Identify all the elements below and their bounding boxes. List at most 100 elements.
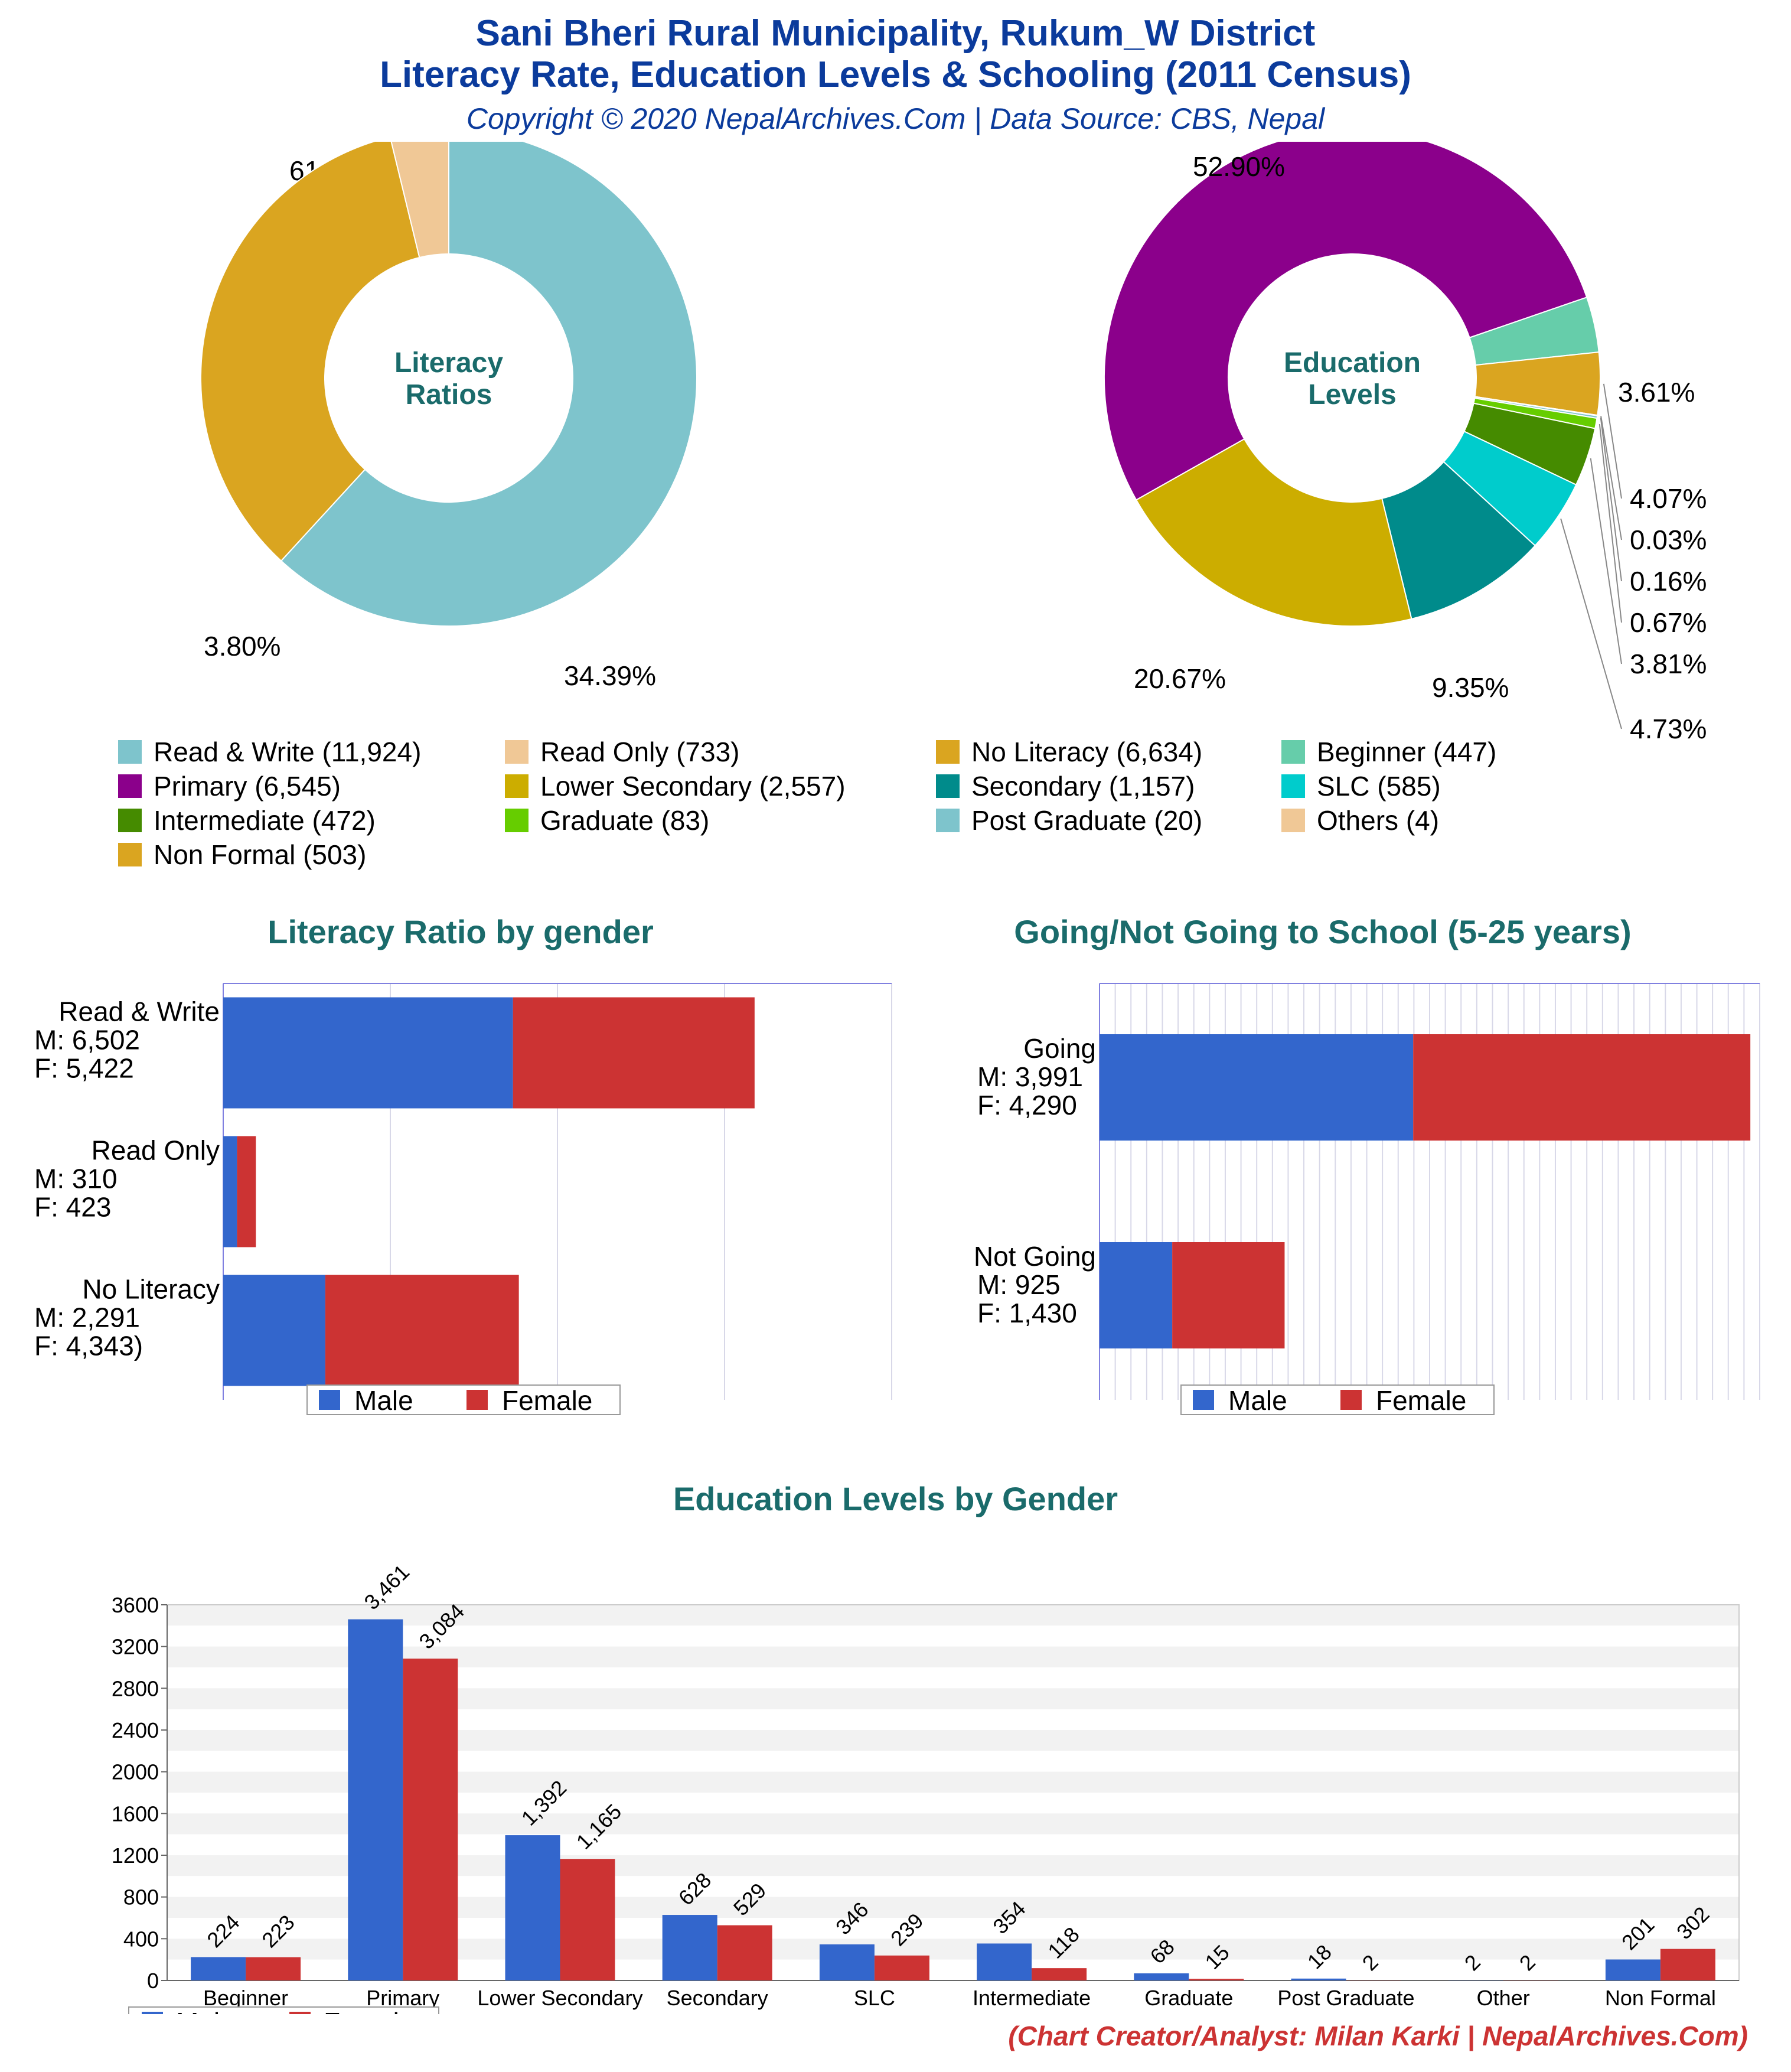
bar-male-secondary <box>662 1915 717 1980</box>
slice-read-only <box>390 142 449 259</box>
center-label: Levels <box>1308 379 1396 411</box>
legend-item: Secondary (1,157) <box>936 770 1195 803</box>
legend-swatch-male <box>1193 1390 1214 1410</box>
legend-swatch <box>118 809 142 832</box>
bar-male-read-only <box>223 1136 237 1247</box>
bar-male-no-literacy <box>223 1275 325 1386</box>
legend-item: Beginner (447) <box>1281 735 1496 768</box>
bar-female-read-only <box>237 1136 256 1247</box>
legend-label: Graduate (83) <box>540 805 710 836</box>
x-tick-label: SLC <box>854 1986 895 2010</box>
bar-female-graduate <box>1189 1979 1244 1980</box>
bar-female-lower-secondary <box>560 1859 615 1980</box>
pct-label-secondary: 9.35% <box>1432 672 1509 703</box>
category-label: Not Going <box>974 1241 1096 1272</box>
center-label: Ratios <box>406 379 492 411</box>
category-label: F: 1,430 <box>977 1298 1077 1328</box>
bar-female-not-going <box>1172 1242 1285 1348</box>
legend-swatch <box>505 740 529 764</box>
y-tick-label: 2000 <box>112 1760 159 1784</box>
background-band <box>167 1605 1739 1626</box>
bar-male-non-formal <box>1605 1959 1660 1980</box>
bar-male-lower-secondary <box>505 1835 560 1980</box>
category-label: Read Only <box>92 1135 220 1166</box>
page-title-line2: Literacy Rate, Education Levels & School… <box>380 54 1411 95</box>
leader-line-post-graduate <box>1600 417 1622 582</box>
bar-legend: Male Female <box>1180 1384 1495 1416</box>
pct-label-post-graduate: 0.16% <box>1630 566 1707 597</box>
legend-label: Post Graduate (20) <box>971 805 1203 836</box>
bar-male-not-going <box>1100 1242 1173 1348</box>
x-tick-label: Intermediate <box>973 1986 1091 2010</box>
category-label: F: 4,290 <box>977 1090 1077 1120</box>
x-tick-label: Lower Secondary <box>477 1986 642 2010</box>
bar-legend: Male Female <box>306 1384 621 1416</box>
bar-female-non-formal <box>1660 1949 1715 1980</box>
legend-label: Read Only (733) <box>540 737 740 767</box>
pct-label-others: 0.03% <box>1630 524 1707 555</box>
legend-swatch <box>936 740 960 764</box>
legend-swatch-male <box>142 2012 163 2014</box>
pie-legend: Read & Write (11,924) Read Only (733) No L… <box>118 735 1712 877</box>
slice-lower-secondary <box>1135 438 1412 627</box>
legend-item: Non Formal (503) <box>118 838 366 871</box>
legend-label: Intermediate (472) <box>154 805 376 836</box>
legend-swatch-female <box>466 1390 488 1410</box>
legend-label-female: Female <box>1376 1385 1466 1416</box>
x-tick-label: Primary <box>366 1986 439 2010</box>
x-tick-label: Secondary <box>667 1986 768 2010</box>
legend-label-female: Female <box>324 2007 414 2014</box>
legend-label: Non Formal (503) <box>154 839 367 870</box>
education-by-gender-title: Education Levels by Gender <box>673 1480 1118 1517</box>
category-label: M: 925 <box>977 1269 1061 1300</box>
background-band <box>167 1625 1739 1647</box>
leader-line-slc <box>1560 518 1622 729</box>
slice-no-literacy <box>200 142 420 562</box>
legend-item: Graduate (83) <box>505 804 709 837</box>
category-label: F: 5,422 <box>34 1053 134 1084</box>
y-tick-label: 0 <box>147 1969 159 1993</box>
legend-item: Intermediate (472) <box>118 804 376 837</box>
pct-label-read-only: 3.80% <box>204 631 280 662</box>
legend-item: SLC (585) <box>1281 770 1441 803</box>
category-label: Read & Write <box>58 996 220 1027</box>
school-going-title: Going/Not Going to School (5-25 years) <box>1014 913 1632 950</box>
legend-label: No Literacy (6,634) <box>971 737 1203 767</box>
legend-label-male: Male <box>176 2007 235 2014</box>
legend-swatch <box>118 740 142 764</box>
y-tick-label: 1600 <box>112 1801 159 1826</box>
legend-swatch <box>936 774 960 798</box>
y-tick-label: 400 <box>123 1927 159 1951</box>
legend-swatch <box>1281 740 1305 764</box>
legend-item: Read Only (733) <box>505 735 740 768</box>
center-label: Literacy <box>394 347 503 379</box>
x-tick-label: Beginner <box>203 1986 288 2010</box>
legend-label: Read & Write (11,924) <box>154 737 422 767</box>
bar-legend: Male Female <box>128 2006 439 2014</box>
y-tick-label: 1200 <box>112 1843 159 1868</box>
category-label: No Literacy <box>82 1274 220 1305</box>
category-label: F: 423 <box>34 1192 111 1223</box>
category-label: M: 2,291 <box>34 1302 140 1333</box>
pct-label-no-literacy: 34.39% <box>564 660 656 691</box>
bar-male-graduate <box>1134 1973 1189 1980</box>
legend-swatch <box>936 809 960 832</box>
x-tick-label: Non Formal <box>1605 1986 1716 2010</box>
legend-item: Others (4) <box>1281 804 1439 837</box>
legend-swatch <box>118 774 142 798</box>
education-levels-donut: 3.61% 4.07% 0.03% 0.16% 0.67% 3.81% 4.73% 9.35%… <box>1104 142 1707 744</box>
bar-female-no-literacy <box>325 1275 519 1386</box>
bar-female-going <box>1413 1034 1751 1141</box>
bar-male-post-graduate <box>1291 1978 1346 1980</box>
pct-label-primary: 52.90% <box>1193 151 1285 182</box>
legend-label-male: Male <box>1228 1385 1287 1416</box>
legend-swatch <box>1281 774 1305 798</box>
page-title-line1: Sani Bheri Rural Municipality, Rukum_W D… <box>475 13 1316 54</box>
legend-item: Post Graduate (20) <box>936 804 1202 837</box>
bar-female-secondary <box>717 1925 772 1980</box>
pct-label-lower-secondary: 20.67% <box>1134 663 1226 694</box>
pct-label-non-formal: 4.07% <box>1630 483 1707 514</box>
copyright-text: Copyright © 2020 NepalArchives.Com | Dat… <box>466 102 1325 135</box>
